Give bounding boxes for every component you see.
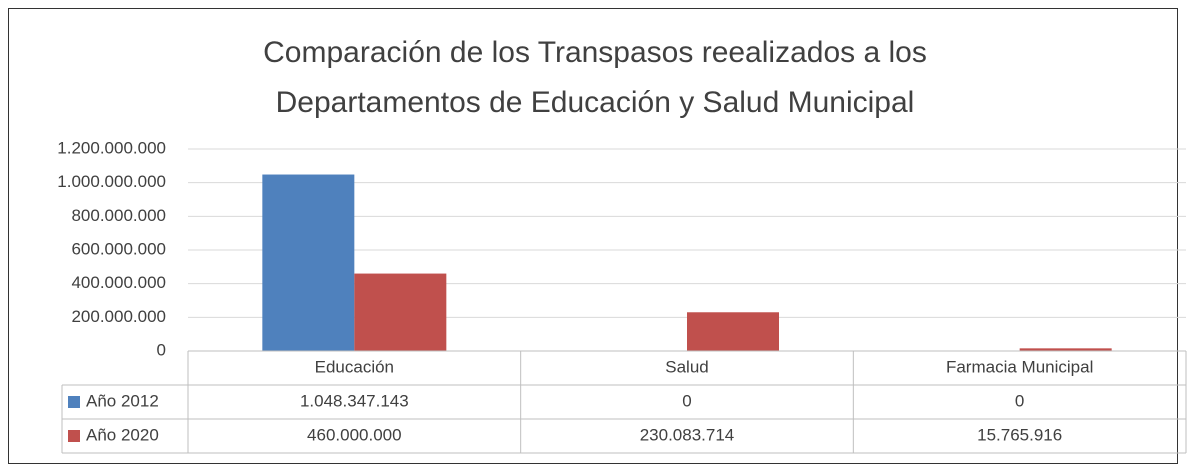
bar [1019, 348, 1112, 351]
legend-label: Año 2012 [86, 391, 159, 410]
chart-title: Comparación de los Transpasos reealizado… [263, 36, 927, 119]
table-value: 0 [1015, 391, 1024, 410]
table-value: 460.000.000 [307, 425, 402, 444]
y-tick-label: 400.000.000 [71, 273, 166, 292]
x-tick-label: Educación [315, 357, 394, 376]
bar [687, 312, 779, 351]
y-tick-label: 800.000.000 [71, 206, 166, 225]
y-tick-label: 600.000.000 [71, 239, 166, 258]
table-value: 0 [682, 391, 691, 410]
x-tick-label: Salud [665, 357, 708, 376]
y-tick-label: 1.200.000.000 [57, 138, 166, 157]
y-tick-label: 1.000.000.000 [57, 172, 166, 191]
y-tick-label: 200.000.000 [71, 307, 166, 326]
chart-frame [8, 8, 1178, 464]
legend-swatch [68, 430, 80, 442]
bar [262, 174, 355, 351]
bar [354, 273, 447, 351]
y-tick-label: 0 [157, 340, 166, 359]
table-value: 1.048.347.143 [300, 391, 409, 410]
legend-swatch [68, 396, 80, 408]
table-value: 230.083.714 [640, 425, 735, 444]
x-tick-label: Farmacia Municipal [946, 357, 1093, 376]
legend-label: Año 2020 [86, 425, 159, 444]
table-value: 15.765.916 [977, 425, 1062, 444]
